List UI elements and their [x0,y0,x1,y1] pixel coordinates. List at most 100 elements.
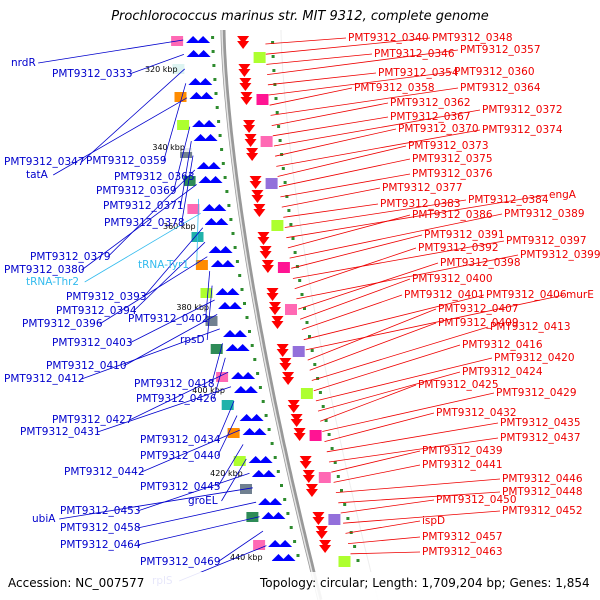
gene-label-right[interactable]: PMT9312_0450 [436,494,517,506]
gene-label-left[interactable]: tRNA-Thr2 [26,276,79,288]
gene-label-left[interactable]: PMT9312_0445 [140,481,221,493]
gene-label-right[interactable]: PMT9312_0397 [506,235,587,247]
gene-label-left[interactable]: PMT9312_0469 [140,556,221,568]
gene-label-right[interactable]: PMT9312_0360 [454,66,535,78]
gene-label-left[interactable]: PMT9312_0431 [20,426,101,438]
gene-label-right[interactable]: PMT9312_0384 [468,194,549,206]
gene-label-right[interactable]: PMT9312_0416 [462,339,543,351]
connector-line [294,247,417,290]
gene-label-right[interactable]: PMT9312_0424 [462,366,543,378]
gene-label-right[interactable]: PMT9312_0392 [418,242,499,254]
gene-label-right[interactable]: PMT9312_0463 [422,546,503,558]
gene-label-right[interactable]: PMT9312_0448 [502,486,583,498]
connector-line [81,184,197,271]
gene-label-right[interactable]: PMT9312_0400 [412,273,493,285]
gene-label-right[interactable]: PMT9312_0432 [436,407,517,419]
gene-label-right[interactable]: PMT9312_0398 [440,257,521,269]
reverse-gene-arrow [312,517,325,525]
gene-label-right[interactable]: engA [549,189,577,201]
gene-label-left[interactable]: PMT9312_0412 [4,373,85,385]
gene-label-left[interactable]: rpsD [180,334,205,346]
gene-label-left[interactable]: ubiA [32,513,56,525]
gene-label-left[interactable]: PMT9312_0379 [30,251,111,263]
gene-label-left[interactable]: PMT9312_0426 [136,393,217,405]
gene-label-right[interactable]: ispD [422,515,445,527]
gene-label-right[interactable]: PMT9312_0383 [380,198,461,210]
gene-label-right[interactable]: PMT9312_0409 [438,317,519,329]
gene-label-left[interactable]: PMT9312_0427 [52,414,133,426]
forward-gene-arrow [235,344,250,351]
gene-label-right[interactable]: PMT9312_0362 [390,97,471,109]
reverse-gene-arrow [259,251,272,259]
gene-label-right[interactable]: PMT9312_0357 [460,44,541,56]
gene-label-right[interactable]: PMT9312_0348 [432,32,513,44]
gene-label-right[interactable]: PMT9312_0437 [500,432,581,444]
gene-label-right[interactable]: PMT9312_0372 [482,104,563,116]
gene-label-right[interactable]: PMT9312_0406 [486,289,567,301]
gene-label-left[interactable]: PMT9312_0393 [66,291,147,303]
gene-label-left[interactable]: PMT9312_0453 [60,505,141,517]
gene-label-left[interactable]: PMT9312_0380 [4,264,85,276]
gene-label-left[interactable]: PMT9312_0418 [134,378,215,390]
gene-label-left[interactable]: PMT9312_0347 [4,156,85,168]
gene-label-left[interactable]: PMT9312_0402 [128,313,209,325]
gene-label-left[interactable]: PMT9312_0371 [103,200,184,212]
reverse-gene-arrow [244,139,257,147]
gene-label-left[interactable]: PMT9312_0394 [56,305,137,317]
gene-label-left[interactable]: PMT9312_0363 [114,171,195,183]
gene-label-left[interactable]: PMT9312_0434 [140,434,221,446]
gene-label-right[interactable]: PMT9312_0420 [494,352,575,364]
tick-mark [296,554,300,557]
gene-label-right[interactable]: PMT9312_0346 [374,48,455,60]
gene-label-left[interactable]: PMT9312_0440 [140,450,221,462]
gene-label-left[interactable]: PMT9312_0359 [86,155,167,167]
gene-label-right[interactable]: PMT9312_0439 [422,445,503,457]
gene-label-left[interactable]: PMT9312_0458 [60,522,141,534]
gene-label-right[interactable]: PMT9312_0373 [408,140,489,152]
reverse-gene-arrow [240,92,253,100]
gene-label-left[interactable]: PMT9312_0464 [60,539,141,551]
gene-label-right[interactable]: PMT9312_0370 [398,123,479,135]
gene-label-left[interactable]: PMT9312_0410 [46,360,127,372]
gene-label-right[interactable]: PMT9312_0425 [418,379,499,391]
gene-label-right[interactable]: PMT9312_0375 [412,153,493,165]
forward-gene-arrow [268,498,283,505]
gene-label-right[interactable]: murE [566,289,594,301]
gene-label-right[interactable]: PMT9312_0457 [422,531,503,543]
gene-label-right[interactable]: PMT9312_0452 [502,505,583,517]
label-connectors [38,37,565,582]
gene-label-right[interactable]: PMT9312_0391 [424,229,505,241]
gene-label-left[interactable]: PMT9312_0403 [52,337,133,349]
gene-label-left[interactable]: PMT9312_0442 [64,466,145,478]
gene-label-left[interactable]: nrdR [11,57,36,69]
gene-label-right[interactable]: PMT9312_0399 [520,249,600,261]
gene-label-right[interactable]: PMT9312_0389 [504,208,585,220]
gene-label-right[interactable]: PMT9312_0367 [390,111,471,123]
gene-label-left[interactable]: groEL [188,495,218,507]
gene-label-right[interactable]: PMT9312_0376 [412,168,493,180]
gene-label-left[interactable]: PMT9312_0378 [104,217,185,229]
gene-label-right[interactable]: PMT9312_0340 [348,32,429,44]
gene-label-right[interactable]: PMT9312_0407 [438,303,519,315]
connector-line [292,240,505,279]
gene-label-right[interactable]: PMT9312_0429 [496,387,577,399]
gene-label-right[interactable]: PMT9312_0386 [412,209,493,221]
gene-label-left[interactable]: PMT9312_0396 [22,318,103,330]
gene-label-left[interactable]: PMT9312_0369 [96,185,177,197]
gene-label-right[interactable]: PMT9312_0377 [382,182,463,194]
forward-gene-arrow [186,50,201,57]
gene-label-right[interactable]: PMT9312_0441 [422,459,503,471]
gene-label-right[interactable]: PMT9312_0413 [490,321,571,333]
connector-line [206,285,213,341]
gene-label-left[interactable]: PMT9312_0333 [52,68,133,80]
gene-label-left[interactable]: tRNA-Tyr1 [138,259,189,271]
gene-label-right[interactable]: PMT9312_0446 [502,473,583,485]
gene-label-right[interactable]: PMT9312_0364 [460,82,541,94]
tick-mark [250,344,254,347]
gene-label-right[interactable]: PMT9312_0374 [482,124,563,136]
gene-label-right[interactable]: PMT9312_0358 [354,82,435,94]
gene-label-left[interactable]: tatA [26,169,49,181]
gene-label-right[interactable]: PMT9312_0354 [378,67,459,79]
gene-label-right[interactable]: PMT9312_0435 [500,417,581,429]
gene-label-right[interactable]: PMT9312_0401 [404,289,485,301]
